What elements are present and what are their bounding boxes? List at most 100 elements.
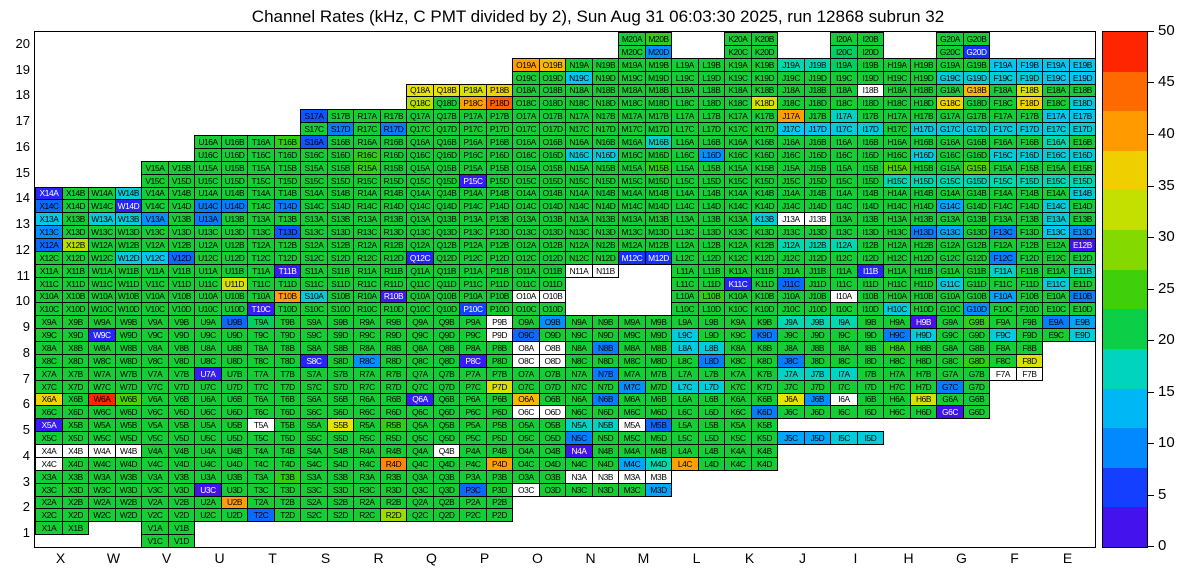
heatmap-cell: W4B [115,444,142,458]
heatmap-cell: H13C [883,225,911,239]
heatmap-cell: T9C [247,328,275,342]
heatmap-cell: O12A [512,238,540,252]
heatmap-cell: R17C [353,122,381,136]
heatmap-cell: O16C [512,148,540,162]
heatmap-cell: V3C [141,483,169,497]
heatmap-cell: T13B [274,212,301,226]
heatmap-cell: Q12D [433,251,460,265]
heatmap-cell: M16D [645,148,672,162]
chart-title: Channel Rates (kHz, C PMT divided by 2),… [251,7,945,26]
heatmap-cell: G11C [936,277,964,291]
heatmap-cell: I10C [830,302,858,316]
heatmap-cell: K9C [724,328,752,342]
heatmap-cell: L9B [698,315,725,329]
heatmap-cell: M4D [645,457,672,471]
heatmap-cell: H12D [910,251,937,265]
heatmap-cell: O7C [512,380,540,394]
heatmap-cell: E13C [1042,225,1070,239]
heatmap-cell: R11A [353,264,381,278]
heatmap-cell: Q7D [433,380,460,394]
heatmap-cell: E9C [1042,328,1070,342]
heatmap-cell: J13C [777,225,805,239]
heatmap-cell: J16A [777,135,805,149]
heatmap-cell: O3A [512,470,540,484]
heatmap-cell: U4C [194,457,222,471]
heatmap-cell: U15D [221,174,248,188]
heatmap-cell: H8C [883,354,911,368]
heatmap-cell: O13C [512,225,540,239]
heatmap-cell: K20D [751,45,778,59]
heatmap-cell: U13A [194,212,222,226]
heatmap-cell: M16B [645,135,672,149]
heatmap-cell: P7D [486,380,513,394]
heatmap-cell: N11A [565,264,593,278]
heatmap-cell: J9C [777,328,805,342]
heatmap-cell: O17A [512,109,540,123]
heatmap-cell: E19B [1069,58,1096,72]
heatmap-cell: I8B [857,341,884,355]
heatmap-cell: M15B [645,161,672,175]
heatmap-cell: F19C [989,71,1017,85]
heatmap-cell: I8A [830,341,858,355]
heatmap-cell: G12C [936,251,964,265]
heatmap-cell: M7A [618,367,646,381]
heatmap-cell: P8C [459,354,487,368]
heatmap-cell: N6D [592,405,619,419]
heatmap-cell: F14D [1016,199,1043,213]
heatmap-cell: N18D [592,96,619,110]
heatmap-cell: R7D [380,380,407,394]
y-axis-label: 17 [15,113,30,129]
heatmap-cell: L7A [671,367,699,381]
heatmap-cell: U14C [194,199,222,213]
heatmap-cell: Q16C [406,148,434,162]
heatmap-cell: R16B [380,135,407,149]
heatmap-cell: V8A [141,341,169,355]
heatmap-cell: L11B [698,264,725,278]
heatmap-cell: R17B [380,109,407,123]
heatmap-cell: R8C [353,354,381,368]
heatmap-cell: P16C [459,148,487,162]
heatmap-cell: U12C [194,251,222,265]
heatmap-cell: L9A [671,315,699,329]
heatmap-cell: U15A [194,161,222,175]
heatmap-cell: W3C [88,483,116,497]
heatmap-cell: N17D [592,122,619,136]
heatmap-cell: N14D [592,199,619,213]
heatmap-cell: S5A [300,418,328,432]
heatmap-cell: T7B [274,367,301,381]
heatmap-cell: O15B [539,161,566,175]
heatmap-cell: E17D [1069,122,1096,136]
heatmap-cell: Q13A [406,212,434,226]
heatmap-cell: G15C [936,174,964,188]
heatmap-cell: M17C [618,122,646,136]
heatmap-cell: J5C [777,431,805,445]
heatmap-cell: K20A [724,32,752,46]
heatmap-cell: R10C [353,302,381,316]
heatmap-cell: T4D [274,457,301,471]
heatmap-cell: R6D [380,405,407,419]
heatmap-cell: I7A [830,367,858,381]
heatmap-cell: U8A [194,341,222,355]
heatmap-cell: S2D [327,508,354,522]
heatmap-cell: P7C [459,380,487,394]
heatmap-cell: I12A [830,238,858,252]
heatmap-cell: N8B [592,341,619,355]
heatmap-cell: O17B [539,109,566,123]
heatmap-cell: O18D [539,96,566,110]
heatmap-cell: T8A [247,341,275,355]
colorbar-tick-label: 50 [1158,22,1175,39]
colorbar-tick-label: 40 [1158,125,1175,142]
heatmap-cell: J10D [804,302,831,316]
heatmap-cell: N9D [592,328,619,342]
heatmap-cell: U10D [221,302,248,316]
heatmap-cell: U5D [221,431,248,445]
heatmap-cell: N14C [565,199,593,213]
heatmap-cell: E12D [1069,251,1096,265]
heatmap-cell: P14D [486,199,513,213]
heatmap-cell: S14C [300,199,328,213]
colorbar-tick-mark [1148,134,1154,135]
heatmap-cell: L16A [671,135,699,149]
heatmap-cell: Q5B [433,418,460,432]
heatmap-cell: V7A [141,367,169,381]
heatmap-cell: N19A [565,58,593,72]
